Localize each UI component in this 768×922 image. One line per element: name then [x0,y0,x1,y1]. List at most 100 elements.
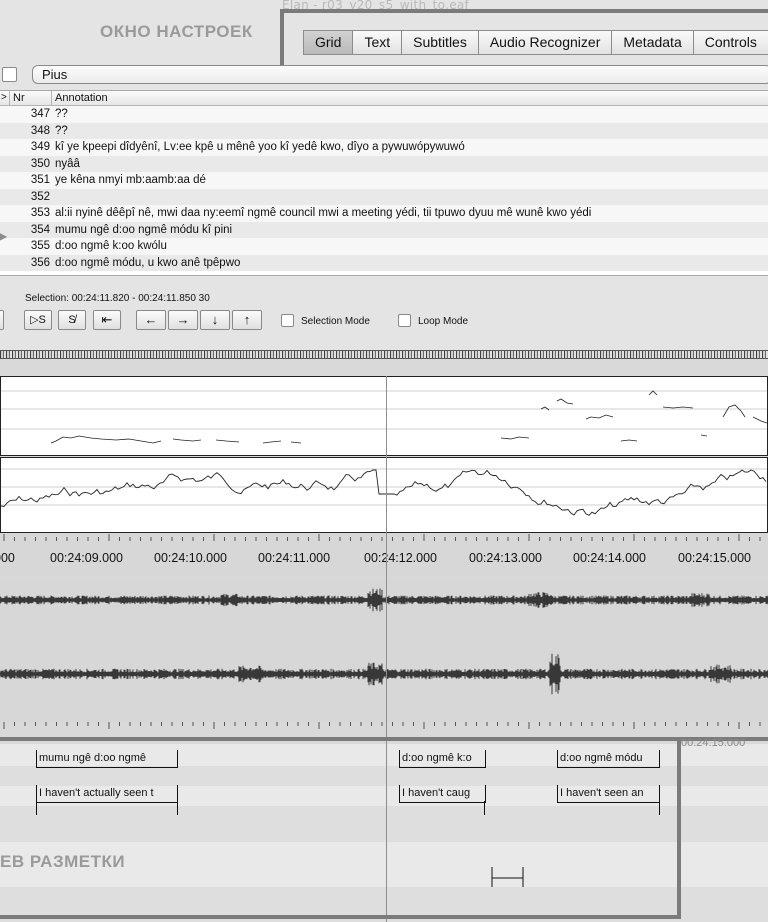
table-row[interactable]: 352 [0,188,768,206]
row-annotation[interactable]: ?? [55,108,68,120]
loop-mode-checkbox[interactable] [398,314,411,327]
row-number: 349 [30,141,50,153]
table-row[interactable]: 355 d:oo ngmê k:oo kwólu [0,238,768,255]
row-number: 352 [30,190,50,203]
row-number: 356 [30,256,50,269]
row-annotation[interactable]: nyââ [55,157,80,170]
grid-header: > Nr Annotation [0,91,768,106]
row-annotation[interactable]: d:oo ngmê módu, u kwo anê tpêpwo [55,256,241,269]
tab-controls[interactable]: Controls [693,30,768,55]
row-arrow-cell [0,139,10,156]
tab-text[interactable]: Text [353,30,403,55]
table-row[interactable]: 356 d:oo ngmê módu, u kwo anê tpêpwo [0,254,768,271]
tier-row-3[interactable] [0,806,768,842]
row-number: 347 [30,108,50,120]
tier-selector-row: Pius [0,64,768,86]
row-annotation[interactable] [52,189,768,206]
annotation-up-button[interactable]: ↑ [232,310,262,330]
next-annotation-button[interactable]: → [168,310,198,330]
tab-subtitles[interactable]: Subtitles [402,30,479,55]
selection-info: Selection: 00:24:11.820 - 00:24:11.850 3… [25,293,210,304]
time-label-7: 00:24:14.000 [573,551,646,565]
annotation-box[interactable]: I haven't actually seen t [36,785,178,803]
annotation-box[interactable]: d:oo ngmê k:o [399,750,486,768]
annotation-down-button[interactable]: ↓ [200,310,230,330]
tier-area [0,744,768,922]
selection-mode-checkbox[interactable] [281,314,294,327]
time-label-8: 00:24:15.000 [678,551,751,565]
time-label-1: 000 [0,551,15,565]
row-annotation[interactable]: ye kêna nmyi mb:aamb:aa dé [55,174,206,186]
tab-metadata[interactable]: Metadata [612,30,694,55]
waveform-axis-ticks [3,722,761,729]
row-arrow-cell [0,106,10,123]
selection-mode-label: Selection Mode [301,316,370,327]
row-arrow-cell [0,172,10,189]
markup-region-label: ЕВ РАЗМЕТКИ [0,852,126,871]
row-annotation[interactable]: al:ii nyinê dêêpî nê, mwi daa ny:eemî ng… [55,207,592,219]
waveform-panel[interactable] [0,578,768,722]
intensity-track-panel[interactable] [0,457,768,533]
row-arrow-cell [0,156,10,173]
column-header-annotation[interactable]: Annotation [55,92,108,104]
grid-body: ▶ 347?? 348?? 349 kî ye kpeepi dîdyênî, Lv:… [0,106,768,271]
time-label-5: 00:24:12.000 [364,551,437,565]
pitch-track [1,390,768,444]
annotation-stub[interactable] [36,801,178,815]
time-label-2: 00:24:09.000 [50,551,123,565]
row-annotation[interactable]: mumu ngê d:oo ngmê módu kî pini [55,223,233,236]
tier-row-4[interactable] [0,842,768,887]
table-row[interactable]: 349 kî ye kpeepi dîdyênî, Lv:ee kpê u mên… [0,139,768,156]
time-label-3: 00:24:10.000 [154,551,227,565]
clear-selection-button[interactable]: S̸ [58,310,86,330]
current-row-pointer-icon: ▶ [0,229,8,243]
column-header-arrow[interactable]: > [0,91,10,105]
overview-ruler[interactable] [0,350,768,359]
edge-button[interactable] [0,310,4,330]
intensity-track [0,468,767,516]
row-arrow-cell [0,205,10,222]
annotation-box[interactable]: mumu ngê d:oo ngmê [36,750,178,768]
tier-row-gap [0,766,768,786]
loop-mode-label: Loop Mode [418,316,469,327]
row-annotation[interactable]: d:oo ngmê k:oo kwólu [55,240,167,252]
playback-controls: ▷S S̸ ⇤ ← → ↓ ↑ Selection Mode Loop Mode [0,309,768,333]
time-axis[interactable]: 000 00:24:09.000 00:24:10.000 00:24:11.0… [0,533,768,577]
tier-row-2[interactable] [0,786,768,806]
annotation-box[interactable]: d:oo ngmê módu [557,750,660,768]
ghost-time-label: 00:24:15.000 [681,737,746,749]
row-annotation[interactable]: kî ye kpeepi dîdyênî, Lv:ee kpê u mênê y… [55,141,465,153]
tier-select[interactable]: Pius [32,65,768,84]
resize-handle-icon[interactable] [491,866,525,888]
play-selection-button[interactable]: ▷S [24,310,52,330]
table-row[interactable]: 347?? [0,106,768,123]
table-row[interactable]: 350 nyââ [0,155,768,173]
tab-audio-recognizer[interactable]: Audio Recognizer [478,30,613,55]
settings-panel: Elan - r03_v20_s5_with_to.eaf ОКНО НАСТР… [0,0,768,352]
time-axis-ticks [3,534,761,541]
annotation-box[interactable]: I haven't caug [399,785,486,803]
tier-row-1[interactable] [0,744,768,766]
markup-highlight-frame [0,737,681,919]
crosshair-cursor[interactable] [386,376,387,922]
column-header-nr[interactable]: Nr [10,91,52,105]
table-row[interactable]: 354 mumu ngê d:oo ngmê módu kî pini [0,221,768,238]
table-row[interactable]: 353 al:ii nyinê dêêpî nê, mwi daa ny:eemî… [0,205,768,222]
tier-checkbox[interactable] [2,67,17,82]
table-row[interactable]: 351 ye kêna nmyi mb:aamb:aa dé [0,172,768,189]
selection-to-begin-button[interactable]: ⇤ [93,310,121,330]
waveform [0,588,768,695]
tab-grid[interactable]: Grid [303,30,354,55]
row-arrow-cell [0,123,10,140]
row-number: 355 [30,240,50,252]
row-annotation[interactable]: ?? [55,124,68,137]
time-label-4: 00:24:11.000 [258,551,331,565]
row-number: 353 [30,207,50,219]
annotation-stub[interactable] [484,801,660,815]
row-arrow-cell [0,189,10,206]
previous-annotation-button[interactable]: ← [136,310,166,330]
row-number: 354 [30,223,50,236]
pitch-track-panel[interactable] [0,376,768,456]
annotation-box[interactable]: I haven't seen an [557,785,660,803]
table-row[interactable]: 348?? [0,122,768,140]
